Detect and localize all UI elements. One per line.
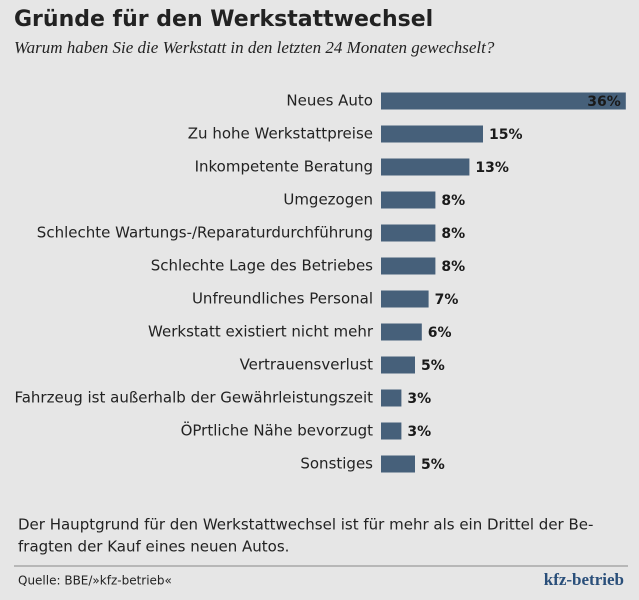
bar (381, 290, 429, 308)
logo: kfz-betrieb (544, 570, 624, 589)
value-label: 3% (407, 424, 431, 440)
chart-title: Gründe für den Werkstattwechsel (14, 7, 433, 32)
bar (381, 455, 415, 473)
note-line: Der Hauptgrund für den Werkstattwechsel … (18, 516, 593, 534)
chart-subtitle: Warum haben Sie die Werkstatt in den let… (14, 38, 495, 57)
bar (381, 422, 402, 440)
bar (381, 125, 483, 143)
value-label: 36% (587, 94, 621, 110)
bar (381, 191, 436, 209)
category-label: Unfreundliches Personal (192, 290, 373, 308)
value-label: 5% (421, 457, 445, 473)
value-label: 13% (475, 160, 509, 176)
bar (381, 356, 415, 374)
note-line: fragten der Kauf eines neuen Autos. (18, 538, 289, 556)
bar (381, 92, 626, 110)
value-label: 6% (428, 325, 452, 341)
source: Quelle: BBE/»kfz-betrieb« (18, 574, 172, 588)
value-label: 15% (489, 127, 523, 143)
category-label: ÖPrtliche Nähe bevorzugt (181, 421, 374, 440)
value-label: 8% (441, 259, 465, 275)
bar (381, 323, 422, 341)
category-label: Zu hohe Werkstattpreise (188, 125, 373, 143)
category-label: Schlechte Lage des Betriebes (151, 257, 373, 275)
bar (381, 158, 470, 176)
value-label: 8% (441, 193, 465, 209)
category-label: Umgezogen (283, 191, 373, 209)
category-label: Sonstiges (300, 455, 373, 473)
value-label: 8% (441, 226, 465, 242)
category-label: Inkompetente Beratung (195, 158, 373, 176)
category-label: Neues Auto (286, 92, 373, 110)
category-label: Schlechte Wartungs-/Reparaturdurchführun… (37, 224, 373, 242)
bar (381, 389, 402, 407)
category-label: Vertrauensverlust (240, 356, 374, 374)
value-label: 5% (421, 358, 445, 374)
bar (381, 224, 436, 242)
value-label: 3% (407, 391, 431, 407)
category-label: Fahrzeug ist außerhalb der Gewährleistun… (14, 389, 373, 407)
value-label: 7% (435, 292, 459, 308)
bar (381, 257, 436, 275)
category-label: Werkstatt existiert nicht mehr (148, 323, 374, 341)
